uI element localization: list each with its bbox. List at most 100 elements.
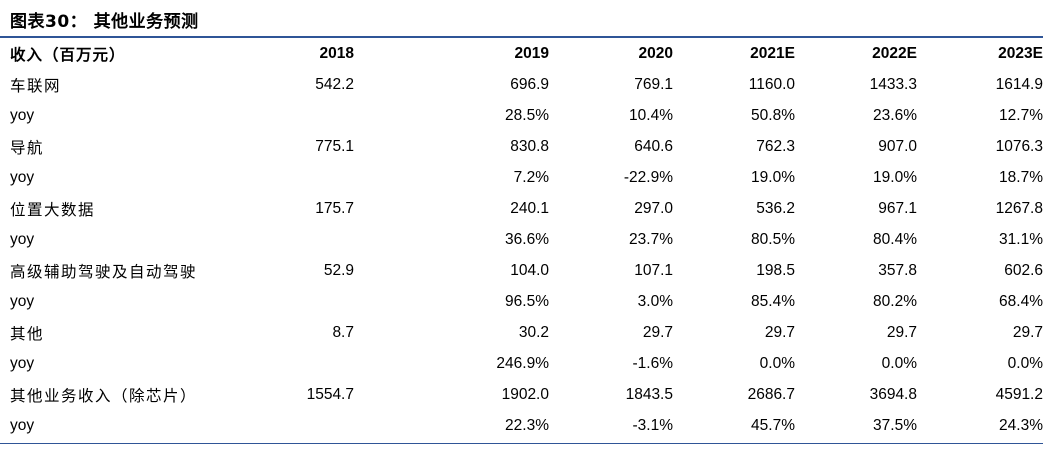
- table-cell: [241, 162, 354, 193]
- row-label: 位置大数据: [10, 200, 96, 219]
- table-cell: 602.6: [1004, 261, 1043, 279]
- table-cell: 37.5%: [873, 416, 917, 434]
- table-cell: 12.7%: [999, 106, 1043, 124]
- table-cell: 536.2: [756, 199, 795, 217]
- row-label: yoy: [10, 230, 35, 248]
- table-cell: 1614.9: [995, 75, 1043, 93]
- table-cell: 7.2%: [513, 168, 549, 186]
- top-rule: [0, 36, 1043, 38]
- table-cell: 0.0%: [1007, 354, 1043, 372]
- year-header: 2020: [638, 44, 673, 62]
- row-label: 高级辅助驾驶及自动驾驶: [10, 262, 198, 281]
- table-cell: 68.4%: [999, 292, 1043, 310]
- table-cell: 1433.3: [869, 75, 917, 93]
- table-cell: 80.2%: [873, 292, 917, 310]
- table-cell: 198.5: [756, 261, 795, 279]
- table-cell: 1160.0: [748, 75, 795, 93]
- table-row: yoy 28.5% 10.4% 50.8% 23.6% 12.7%: [0, 100, 1043, 131]
- table-cell: 830.8: [510, 137, 549, 155]
- table-cell: -1.6%: [632, 354, 674, 372]
- table-cell: 1843.5: [625, 385, 673, 403]
- table-cell: 80.5%: [751, 230, 795, 248]
- table-row: 车联网 542.2 696.9 769.1 1160.0 1433.3 1614.9: [0, 69, 1043, 100]
- table-cell: 246.9%: [496, 354, 549, 372]
- year-header: 2022E: [872, 44, 917, 62]
- year-header: 2021E: [750, 44, 795, 62]
- table-cell: 967.1: [878, 199, 917, 217]
- table-cell: 2686.7: [747, 385, 795, 403]
- row-label: 其他: [10, 324, 45, 343]
- table-cell: 23.6%: [873, 106, 917, 124]
- forecast-table: 收入（百万元） 2018 2019 2020 2021E 2022E 2023E…: [0, 38, 1043, 441]
- table-row: yoy 36.6% 23.7% 80.5% 80.4% 31.1%: [0, 224, 1043, 255]
- table-row: 其他业务收入（除芯片） 1554.7 1902.0 1843.5 2686.7 3694.…: [0, 379, 1043, 410]
- table-cell: 28.5%: [505, 106, 549, 124]
- year-header: 2018: [319, 44, 354, 62]
- table-cell: 24.3%: [999, 416, 1043, 434]
- bottom-rule: [0, 443, 1043, 444]
- table-cell: 775.1: [315, 137, 354, 155]
- table-cell: 96.5%: [505, 292, 549, 310]
- table-row: 高级辅助驾驶及自动驾驶 52.9 104.0 107.1 198.5 357.8 602.6: [0, 255, 1043, 286]
- table-cell: 10.4%: [629, 106, 673, 124]
- table-cell: 542.2: [315, 75, 354, 93]
- table-cell: 29.7: [886, 323, 917, 341]
- table-cell: 3694.8: [869, 385, 917, 403]
- table-cell: 19.0%: [751, 168, 795, 186]
- table-cell: 36.6%: [505, 230, 549, 248]
- table-cell: 696.9: [510, 75, 549, 93]
- row-label: 车联网: [10, 76, 62, 95]
- table-row: yoy 7.2% -22.9% 19.0% 19.0% 18.7%: [0, 162, 1043, 193]
- table-cell: 769.1: [634, 75, 673, 93]
- table-cell: 4591.2: [995, 385, 1043, 403]
- table-cell: 297.0: [634, 199, 673, 217]
- table-cell: 8.7: [332, 323, 354, 341]
- table-cell: [241, 348, 354, 379]
- table-cell: 85.4%: [751, 292, 795, 310]
- table-cell: 29.7: [1012, 323, 1043, 341]
- table-cell: 3.0%: [637, 292, 673, 310]
- table-cell: [241, 410, 354, 441]
- table-cell: 640.6: [634, 137, 673, 155]
- table-row: yoy 96.5% 3.0% 85.4% 80.2% 68.4%: [0, 286, 1043, 317]
- table-cell: 1076.3: [995, 137, 1043, 155]
- table-cell: 50.8%: [751, 106, 795, 124]
- table-row: 位置大数据 175.7 240.1 297.0 536.2 967.1 1267.8: [0, 193, 1043, 224]
- table-cell: [241, 286, 354, 317]
- table-cell: 23.7%: [629, 230, 673, 248]
- figure-title: 图表30： 其他业务预测: [10, 12, 199, 32]
- table-row: yoy 22.3% -3.1% 45.7% 37.5% 24.3%: [0, 410, 1043, 441]
- row-label: yoy: [10, 354, 35, 372]
- table-cell: 1902.0: [501, 385, 549, 403]
- table-cell: 107.1: [634, 261, 673, 279]
- table-cell: 30.2: [518, 323, 549, 341]
- table-cell: 240.1: [510, 199, 549, 217]
- table-cell: 45.7%: [751, 416, 795, 434]
- row-label: 导航: [10, 138, 45, 157]
- table-cell: 52.9: [323, 261, 354, 279]
- table-cell: 80.4%: [873, 230, 917, 248]
- year-header: 2023E: [998, 44, 1043, 62]
- table-cell: 1554.7: [306, 385, 354, 403]
- table-cell: 104.0: [510, 261, 549, 279]
- table-cell: -3.1%: [632, 416, 674, 434]
- table-cell: 29.7: [764, 323, 795, 341]
- table-cell: 29.7: [642, 323, 673, 341]
- table-row: 导航 775.1 830.8 640.6 762.3 907.0 1076.3: [0, 131, 1043, 162]
- table-cell: 18.7%: [999, 168, 1043, 186]
- year-header: 2019: [514, 44, 549, 62]
- table-row: 其他 8.7 30.2 29.7 29.7 29.7 29.7: [0, 317, 1043, 348]
- row-label: yoy: [10, 106, 35, 124]
- table-cell: 1267.8: [995, 199, 1043, 217]
- table-cell: 357.8: [878, 261, 917, 279]
- row-label: yoy: [10, 292, 35, 310]
- table-cell: 0.0%: [881, 354, 917, 372]
- table-cell: -22.9%: [623, 168, 673, 186]
- header-row: 收入（百万元） 2018 2019 2020 2021E 2022E 2023E: [0, 38, 1043, 69]
- table-cell: 0.0%: [759, 354, 795, 372]
- table-cell: 19.0%: [873, 168, 917, 186]
- row-label: yoy: [10, 416, 35, 434]
- table-cell: 762.3: [756, 137, 795, 155]
- table-row: yoy 246.9% -1.6% 0.0% 0.0% 0.0%: [0, 348, 1043, 379]
- table-cell: [241, 100, 354, 131]
